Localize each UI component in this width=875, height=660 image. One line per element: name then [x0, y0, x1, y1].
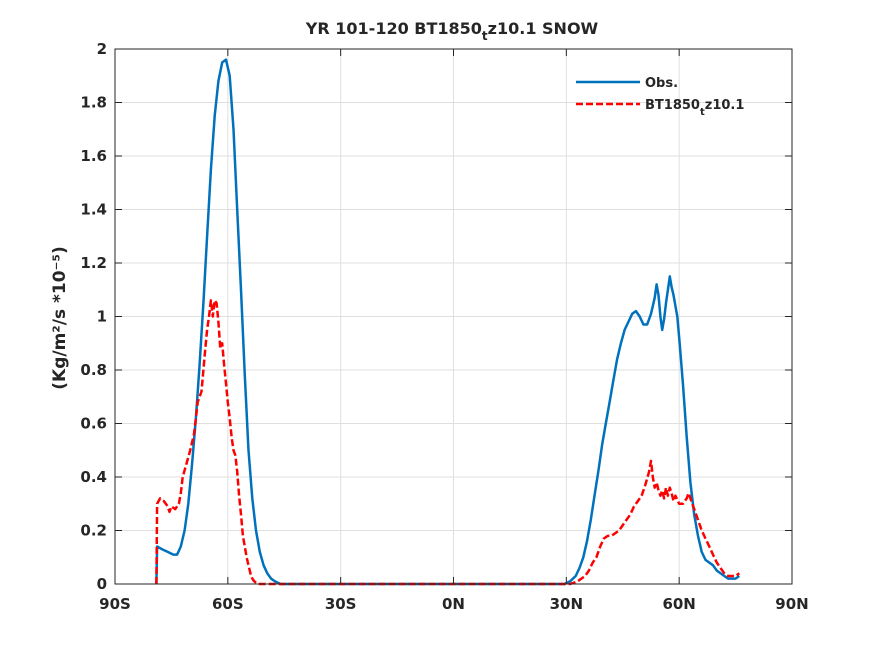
y-tick-label: 1.8 — [80, 94, 107, 112]
chart-title: YR 101-120 BT1850tz10.1 SNOW — [305, 19, 599, 43]
x-tick-label: 60N — [662, 595, 695, 613]
x-tick-label: 60S — [212, 595, 244, 613]
y-tick-label: 0.4 — [80, 468, 107, 486]
chart-title-rest: z10.1 SNOW — [488, 19, 599, 38]
axis-ticks: 90S 60S 30S 0N 30N 60N 90N 0 0.2 0.4 0.6 0.8 1 1.2 1.4… — [80, 40, 808, 613]
y-tick-label: 0.6 — [80, 415, 107, 433]
y-tick-label: 1.4 — [80, 201, 107, 219]
legend-label-model: BT1850tz10.1 — [645, 98, 744, 118]
legend: Obs. BT1850tz10.1 — [576, 76, 744, 118]
legend-label-model-rest: z10.1 — [705, 98, 745, 113]
y-tick-label: 1.2 — [80, 254, 107, 272]
series-line-model — [155, 299, 741, 586]
y-tick-label: 0.8 — [80, 361, 107, 379]
chart-title-subscript: t — [482, 29, 488, 43]
legend-label-model-subscript: t — [700, 107, 705, 118]
series-line-obs — [155, 58, 741, 586]
y-axis-label: (Kg/m²/s *10⁻⁵) — [50, 246, 70, 389]
legend-label-obs: Obs. — [645, 76, 678, 91]
y-tick-label: 2 — [97, 40, 107, 58]
y-tick-label: 1 — [97, 308, 107, 326]
x-tick-label: 30N — [550, 595, 583, 613]
y-tick-label: 1.6 — [80, 147, 107, 165]
legend-label-model-main: BT1850 — [645, 98, 700, 113]
x-tick-label: 90N — [775, 595, 808, 613]
chart-title-main: YR 101-120 BT1850 — [305, 19, 482, 38]
x-tick-label: 0N — [442, 595, 465, 613]
x-tick-label: 90S — [99, 595, 131, 613]
y-tick-label: 0.2 — [80, 522, 107, 540]
series-group — [155, 58, 741, 586]
y-tick-label: 0 — [97, 575, 107, 593]
x-tick-label: 30S — [325, 595, 357, 613]
